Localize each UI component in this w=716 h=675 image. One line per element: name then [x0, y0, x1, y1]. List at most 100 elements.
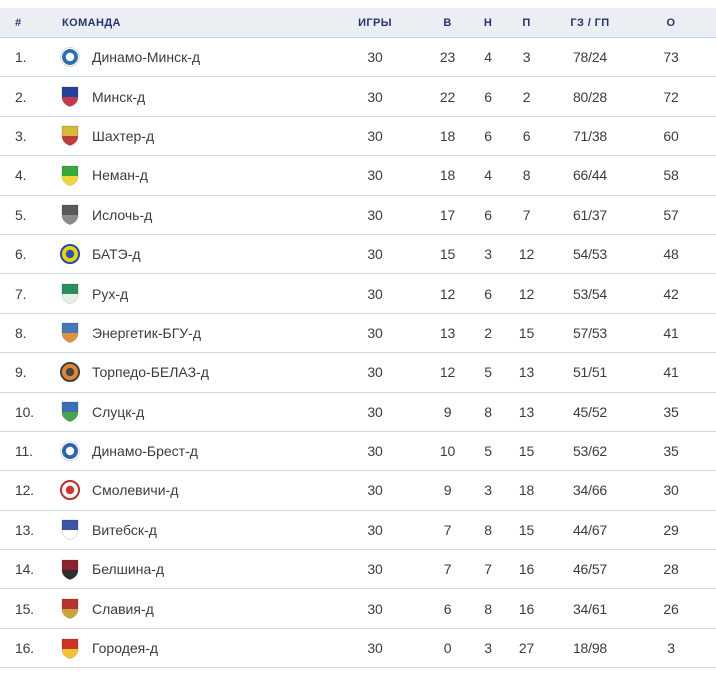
points-cell: 48	[663, 246, 679, 263]
wins-cell: 22	[439, 88, 456, 105]
table-row: 3. Шахтер-д 30 18 6 6 71/38 60	[0, 116, 716, 157]
draws-cell: 6	[484, 285, 492, 302]
team-name[interactable]: Ислочь-д	[92, 206, 153, 223]
goals-cell: 57/53	[572, 324, 608, 341]
losses-cell: 8	[522, 167, 531, 184]
team-crest-icon[interactable]	[60, 637, 80, 659]
goals-cell: 18/98	[572, 640, 608, 657]
col-header-team: КОМАНДА	[62, 16, 121, 29]
team-cell: Смолевичи-д	[46, 479, 345, 501]
table-row: 8. Энергетик-БГУ-д 30 13 2 15 57/53 41	[0, 313, 716, 354]
goals-cell: 78/24	[572, 49, 608, 66]
points-cell: 3	[667, 640, 675, 657]
team-crest-icon[interactable]	[60, 243, 80, 265]
wins-cell: 13	[439, 324, 456, 341]
wins-cell: 7	[443, 521, 452, 538]
points-cell: 60	[663, 127, 679, 144]
team-name[interactable]: Динамо-Минск-д	[92, 49, 201, 66]
draws-cell: 6	[484, 206, 492, 223]
losses-cell: 12	[518, 285, 535, 302]
team-crest-icon[interactable]	[60, 164, 80, 186]
losses-cell: 13	[518, 403, 535, 420]
team-crest-icon[interactable]	[60, 440, 80, 462]
col-header-draws: Н	[483, 16, 493, 29]
losses-cell: 16	[518, 600, 535, 617]
losses-cell: 2	[522, 88, 531, 105]
team-crest-icon[interactable]	[60, 125, 80, 147]
team-crest-icon[interactable]	[60, 283, 80, 305]
rank-cell: 10.	[15, 403, 34, 420]
goals-cell: 44/67	[572, 521, 608, 538]
points-cell: 58	[663, 167, 679, 184]
col-header-rank: #	[15, 16, 22, 29]
wins-cell: 9	[443, 403, 452, 420]
losses-cell: 16	[518, 561, 535, 578]
losses-cell: 15	[518, 324, 535, 341]
points-cell: 29	[663, 521, 679, 538]
team-crest-icon[interactable]	[60, 322, 80, 344]
losses-cell: 27	[518, 640, 535, 657]
team-name[interactable]: Торпедо-БЕЛАЗ-д	[92, 364, 209, 381]
table-row: 5. Ислочь-д 30 17 6 7 61/37 57	[0, 195, 716, 235]
team-crest-icon[interactable]	[60, 86, 80, 108]
games-cell: 30	[367, 88, 383, 105]
team-crest-icon[interactable]	[60, 479, 80, 501]
team-crest-icon[interactable]	[60, 558, 80, 580]
table-row: 2. Минск-д 30 22 6 2 80/28 72	[0, 77, 716, 117]
team-crest-icon[interactable]	[60, 401, 80, 423]
team-cell: Шахтер-д	[46, 125, 345, 147]
losses-cell: 3	[522, 49, 531, 66]
losses-cell: 18	[518, 482, 535, 499]
team-name[interactable]: Динамо-Брест-д	[92, 443, 198, 460]
goals-cell: 71/38	[572, 127, 608, 144]
team-cell: Минск-д	[46, 86, 345, 108]
team-name[interactable]: Шахтер-д	[92, 127, 155, 144]
team-name[interactable]: БАТЭ-д	[92, 246, 141, 263]
team-cell: Ислочь-д	[46, 204, 345, 226]
wins-cell: 6	[443, 600, 452, 617]
team-name[interactable]: Витебск-д	[92, 521, 157, 538]
losses-cell: 12	[518, 246, 535, 263]
losses-cell: 13	[518, 364, 535, 381]
wins-cell: 12	[439, 364, 456, 381]
team-crest-icon[interactable]	[60, 598, 80, 620]
team-name[interactable]: Рух-д	[92, 285, 129, 302]
games-cell: 30	[367, 127, 383, 144]
draws-cell: 6	[484, 127, 492, 144]
team-cell: Городея-д	[46, 637, 345, 659]
team-name[interactable]: Белшина-д	[92, 561, 165, 578]
goals-cell: 51/51	[572, 364, 608, 381]
draws-cell: 2	[484, 324, 492, 341]
team-crest-icon[interactable]	[60, 519, 80, 541]
team-name[interactable]: Минск-д	[92, 88, 146, 105]
goals-cell: 53/62	[572, 443, 608, 460]
team-crest-icon[interactable]	[60, 46, 80, 68]
table-row: 15. Славия-д 30 6 8 16 34/61 26	[0, 589, 716, 629]
team-name[interactable]: Смолевичи-д	[92, 482, 179, 499]
team-name[interactable]: Слуцк-д	[92, 403, 145, 420]
team-name[interactable]: Энергетик-БГУ-д	[92, 324, 201, 341]
games-cell: 30	[367, 324, 383, 341]
points-cell: 28	[663, 561, 679, 578]
team-name[interactable]: Славия-д	[92, 600, 154, 617]
wins-cell: 17	[439, 206, 456, 223]
games-cell: 30	[367, 167, 383, 184]
team-cell: Рух-д	[46, 283, 345, 305]
games-cell: 30	[367, 246, 383, 263]
team-cell: Славия-д	[46, 598, 345, 620]
games-cell: 30	[367, 285, 383, 302]
table-row: 11. Динамо-Брест-д 30 10 5 15 53/62 35	[0, 431, 716, 472]
rank-cell: 12.	[15, 482, 34, 499]
wins-cell: 15	[439, 246, 456, 263]
draws-cell: 4	[484, 49, 492, 66]
points-cell: 41	[663, 364, 679, 381]
rank-cell: 4.	[15, 167, 27, 184]
table-header: # КОМАНДА ИГРЫ В Н П ГЗ / ГП О	[0, 8, 716, 38]
team-crest-icon[interactable]	[60, 361, 80, 383]
team-name[interactable]: Неман-д	[92, 167, 148, 184]
team-name[interactable]: Городея-д	[92, 640, 159, 657]
wins-cell: 10	[439, 443, 456, 460]
draws-cell: 8	[484, 403, 492, 420]
team-crest-icon[interactable]	[60, 204, 80, 226]
losses-cell: 7	[522, 206, 531, 223]
